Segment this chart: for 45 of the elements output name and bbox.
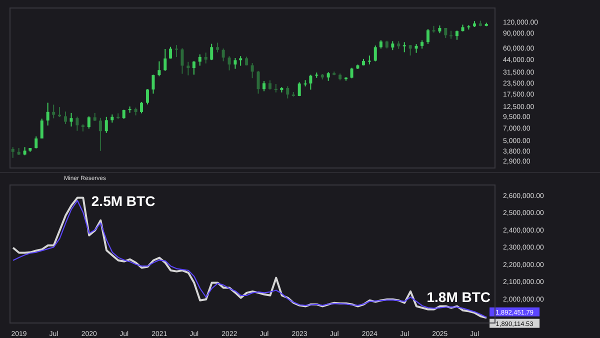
candlestick bbox=[234, 58, 237, 70]
candlestick bbox=[64, 111, 67, 125]
annotation: 2.5M BTC bbox=[91, 192, 156, 209]
candlestick bbox=[186, 61, 190, 76]
candlestick bbox=[70, 112, 73, 128]
candlestick bbox=[368, 55, 371, 65]
candlestick bbox=[298, 82, 301, 97]
candlestick bbox=[34, 136, 38, 149]
candlestick bbox=[426, 28, 430, 44]
candlestick bbox=[256, 70, 260, 94]
candlestick bbox=[87, 116, 90, 130]
candlestick bbox=[350, 67, 354, 79]
candlestick bbox=[268, 80, 272, 90]
candlestick bbox=[222, 48, 225, 62]
candlestick bbox=[76, 116, 79, 132]
candlestick bbox=[140, 101, 144, 114]
candlestick bbox=[58, 106, 62, 118]
candlestick bbox=[192, 60, 196, 76]
candlestick bbox=[455, 30, 458, 40]
candlestick bbox=[239, 56, 242, 66]
candlestick bbox=[122, 109, 126, 120]
candlestick bbox=[216, 42, 220, 53]
candlestick bbox=[11, 146, 14, 158]
candlestick bbox=[262, 80, 266, 92]
candlestick bbox=[158, 60, 161, 77]
candlestick bbox=[402, 42, 406, 53]
candlestick bbox=[204, 52, 208, 64]
candlestick bbox=[152, 74, 155, 94]
candlestick bbox=[146, 88, 149, 105]
candlestick bbox=[180, 48, 184, 74]
candlestick bbox=[40, 118, 44, 139]
candlestick bbox=[309, 74, 312, 90]
candlestick bbox=[374, 45, 377, 62]
candlestick bbox=[250, 62, 254, 79]
candlestick bbox=[104, 116, 108, 134]
candlestick bbox=[286, 86, 290, 99]
candlestick bbox=[98, 117, 102, 152]
candlestick bbox=[46, 102, 50, 126]
candlestick bbox=[164, 48, 167, 72]
candlestick bbox=[210, 43, 214, 61]
candlestick bbox=[52, 104, 56, 119]
candlestick bbox=[228, 56, 231, 71]
candlestick bbox=[198, 54, 202, 66]
candlestick bbox=[174, 44, 178, 58]
annotation: 1.8M BTC bbox=[426, 288, 491, 305]
